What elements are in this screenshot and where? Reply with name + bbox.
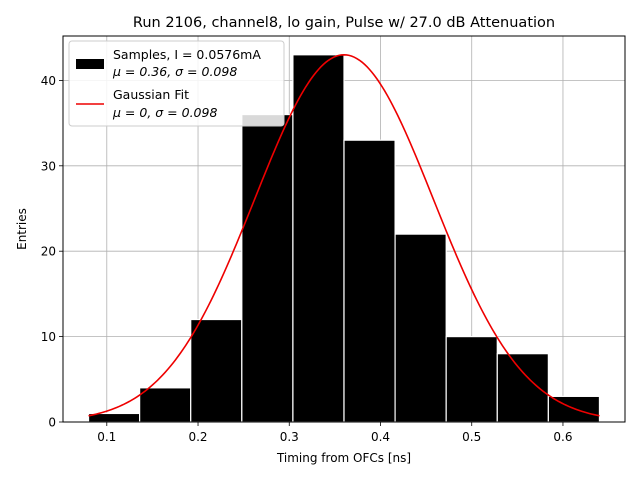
y-axis-ticks: 0 10 20 30 40 (41, 74, 63, 430)
legend-samples-line1: Samples, I = 0.0576mA (113, 47, 261, 62)
chart-title: Run 2106, channel8, lo gain, Pulse w/ 27… (133, 15, 555, 31)
histogram-bar (445, 336, 498, 423)
x-tick-label: 0.3 (280, 430, 299, 444)
histogram-bar (139, 387, 192, 423)
x-tick-label: 0.2 (188, 430, 207, 444)
legend-fit-line1: Gaussian Fit (113, 87, 189, 102)
y-tick-label: 0 (48, 416, 56, 430)
histogram-bar (292, 54, 345, 423)
legend: Samples, I = 0.0576mA μ = 0.36, σ = 0.09… (68, 40, 285, 127)
legend-samples-line2: μ = 0.36, σ = 0.098 (112, 64, 237, 79)
y-tick-label: 10 (41, 330, 56, 344)
histogram-bar (343, 139, 396, 423)
y-tick-label: 30 (41, 159, 56, 173)
y-tick-label: 20 (41, 245, 56, 259)
legend-samples-swatch (76, 59, 104, 69)
histogram-bar (190, 318, 243, 423)
x-tick-label: 0.5 (462, 430, 481, 444)
x-tick-label: 0.4 (371, 430, 390, 444)
legend-box (68, 40, 285, 127)
y-tick-label: 40 (41, 74, 56, 88)
histogram-bar (241, 113, 294, 423)
legend-fit-line2: μ = 0, σ = 0.098 (112, 105, 217, 120)
x-axis-ticks: 0.1 0.2 0.3 0.4 0.5 0.6 (97, 422, 573, 444)
plot-frame (62, 35, 626, 423)
histogram-bars (87, 54, 601, 423)
x-tick-label: 0.1 (97, 430, 116, 444)
gaussian-fit-curve (88, 53, 600, 417)
x-tick-label: 0.6 (553, 430, 572, 444)
histogram-bar (394, 233, 447, 423)
x-axis-label: Timing from OFCs [ns] (276, 451, 411, 465)
histogram-bar (496, 353, 549, 423)
y-axis-label: Entries (15, 208, 29, 250)
